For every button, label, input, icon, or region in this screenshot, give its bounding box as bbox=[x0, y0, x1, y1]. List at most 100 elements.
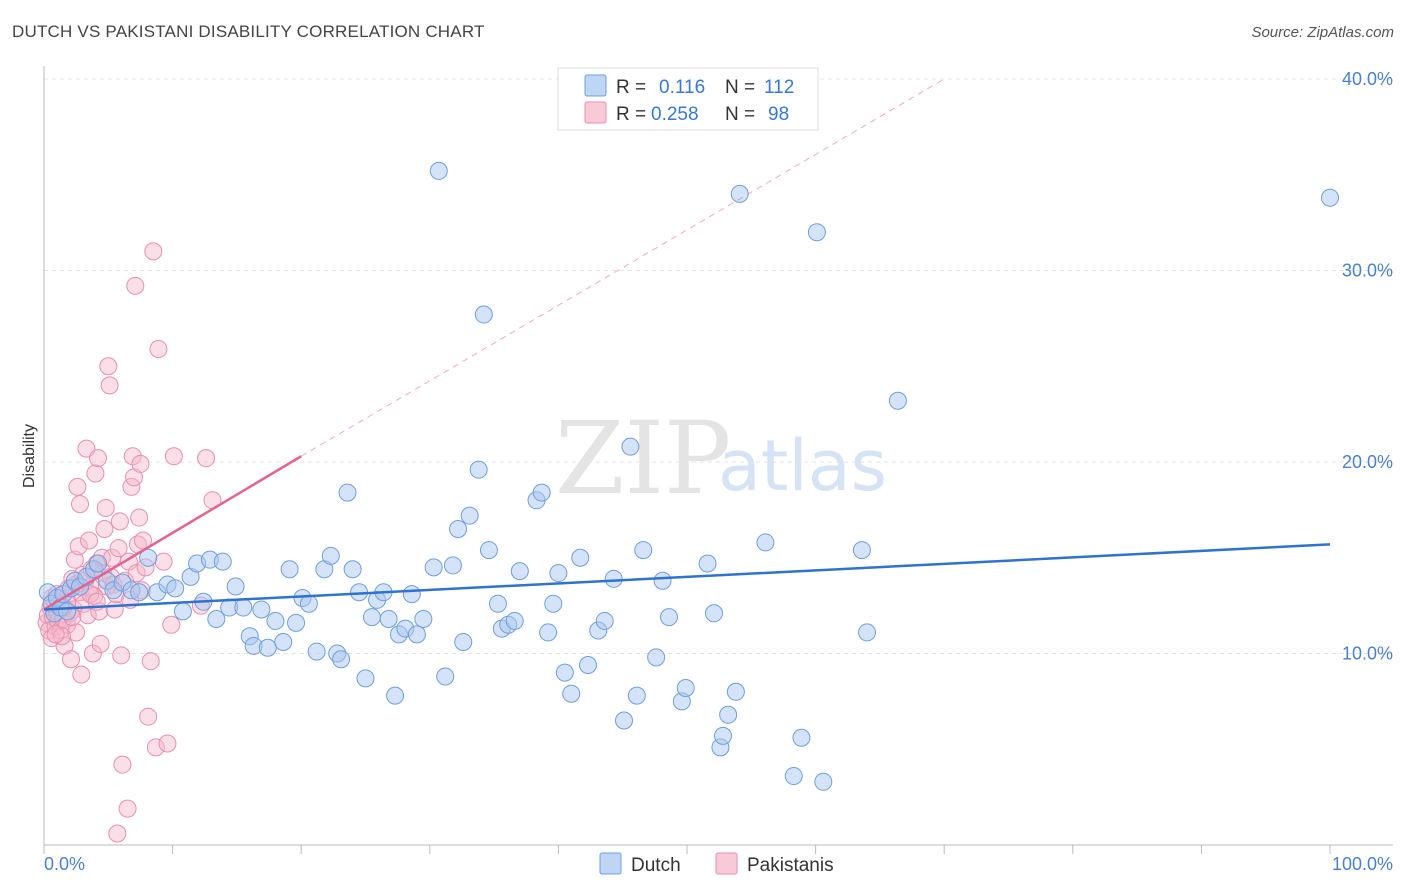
stats-legend: R = 0.116 N = 112 R = 0.258 N = 98 bbox=[557, 67, 819, 131]
pakistanis-point bbox=[141, 652, 160, 671]
pakistanis-point bbox=[109, 539, 128, 558]
bottom-legend-label-dutch: Dutch bbox=[631, 855, 681, 876]
pakistanis-point bbox=[69, 537, 88, 556]
pakistanis-point bbox=[67, 623, 86, 642]
legend-r-value-dutch: 0.116 bbox=[659, 77, 705, 98]
dutch-point bbox=[436, 667, 455, 686]
pakistanis-point bbox=[112, 646, 131, 665]
dutch-point bbox=[488, 594, 507, 613]
dutch-point bbox=[852, 541, 871, 560]
dutch-point bbox=[544, 594, 563, 613]
dutch-point bbox=[539, 623, 558, 642]
pakistanis-point bbox=[126, 276, 145, 295]
dutch-point bbox=[549, 564, 568, 583]
dutch-point bbox=[858, 623, 877, 642]
dutch-point bbox=[338, 483, 357, 502]
legend-n-value-pakistanis: 98 bbox=[768, 104, 789, 125]
legend-swatch-pakistanis bbox=[584, 101, 607, 124]
dutch-points bbox=[38, 161, 1339, 791]
watermark-zip: ZIP bbox=[555, 400, 731, 517]
dutch-point bbox=[647, 648, 666, 667]
pakistanis-point bbox=[105, 600, 124, 619]
pakistanis-point bbox=[53, 627, 72, 646]
dutch-point bbox=[386, 686, 405, 705]
pakistanis-point bbox=[68, 477, 87, 496]
dutch-point bbox=[460, 506, 479, 525]
dutch-point bbox=[784, 767, 803, 786]
y-tick-label: 40.0% bbox=[1342, 69, 1393, 89]
pakistanis-point bbox=[197, 449, 216, 468]
dutch-point bbox=[555, 663, 574, 682]
dutch-point bbox=[407, 625, 426, 644]
dutch-point bbox=[449, 520, 468, 539]
dutch-point bbox=[604, 569, 623, 588]
legend-r-label-pakistanis: R = bbox=[616, 104, 646, 125]
dutch-point bbox=[280, 560, 299, 579]
legend-n-label-dutch: N = bbox=[725, 77, 755, 98]
gridlines bbox=[44, 78, 1393, 654]
dutch-point bbox=[595, 611, 614, 630]
dutch-point bbox=[173, 602, 192, 621]
dutch-point bbox=[888, 391, 907, 410]
dutch-point bbox=[532, 483, 551, 502]
dutch-point bbox=[634, 541, 653, 560]
watermark: ZIP atlas bbox=[555, 400, 887, 517]
dutch-point bbox=[58, 602, 77, 621]
pakistanis-point bbox=[95, 520, 114, 539]
chart-title: DUTCH VS PAKISTANI DISABILITY CORRELATIO… bbox=[12, 22, 485, 41]
dutch-point bbox=[676, 678, 695, 697]
dutch-point bbox=[139, 548, 158, 567]
dutch-point bbox=[719, 705, 738, 724]
y-axis-label: Disability bbox=[21, 424, 38, 488]
pakistanis-point bbox=[134, 531, 153, 550]
pakistanis-point bbox=[71, 495, 90, 514]
dutch-point bbox=[307, 642, 326, 661]
dutch-point bbox=[474, 305, 493, 324]
dutch-point bbox=[402, 585, 421, 604]
pakistanis-point bbox=[100, 376, 119, 395]
source-label: Source: ZipAtlas.com bbox=[1251, 24, 1394, 41]
dutch-point bbox=[479, 541, 498, 560]
pakistanis-point bbox=[62, 650, 81, 669]
series-legend: Dutch Pakistanis bbox=[599, 852, 834, 876]
dutch-point bbox=[379, 610, 398, 629]
pakistanis-points bbox=[37, 242, 222, 843]
bottom-legend-swatch-dutch bbox=[599, 852, 622, 875]
dutch-point bbox=[653, 571, 672, 590]
x-tick-label-min: 0.0% bbox=[44, 854, 85, 874]
dutch-point bbox=[730, 184, 749, 203]
dutch-point bbox=[207, 610, 226, 629]
dutch-point bbox=[356, 669, 375, 688]
dutch-point bbox=[614, 711, 633, 730]
trend-lines bbox=[43, 78, 1331, 611]
dutch-point bbox=[332, 650, 351, 669]
y-tick-label: 10.0% bbox=[1342, 644, 1393, 664]
pakistanis-point bbox=[164, 447, 183, 466]
dutch-point bbox=[258, 638, 277, 657]
pakistanis-point bbox=[110, 512, 129, 531]
dutch-point bbox=[627, 686, 646, 705]
bottom-legend-label-pakistanis: Pakistanis bbox=[747, 855, 834, 876]
dutch-point bbox=[659, 608, 678, 627]
dutch-point bbox=[226, 577, 245, 596]
dutch-point bbox=[814, 772, 833, 791]
dutch-point bbox=[424, 558, 443, 577]
pakistanis-point bbox=[123, 447, 142, 466]
pakistanis-point bbox=[80, 531, 99, 550]
pakistanis-point bbox=[130, 508, 149, 527]
dutch-point bbox=[505, 611, 524, 630]
dutch-point bbox=[756, 533, 775, 552]
y-tick-label: 20.0% bbox=[1342, 452, 1393, 472]
x-tick-labels: 0.0% 100.0% bbox=[44, 854, 1393, 874]
dutch-point bbox=[429, 161, 448, 180]
dutch-point bbox=[726, 682, 745, 701]
pakistanis-point bbox=[154, 552, 173, 571]
pakistanis-point bbox=[108, 824, 127, 843]
dutch-point bbox=[698, 554, 717, 573]
watermark-atlas: atlas bbox=[718, 425, 887, 507]
pakistanis-point bbox=[72, 665, 91, 684]
pakistanis-point bbox=[139, 707, 158, 726]
y-tick-labels: 10.0% 20.0% 30.0% 40.0% bbox=[1342, 69, 1393, 664]
dutch-point bbox=[287, 613, 306, 632]
